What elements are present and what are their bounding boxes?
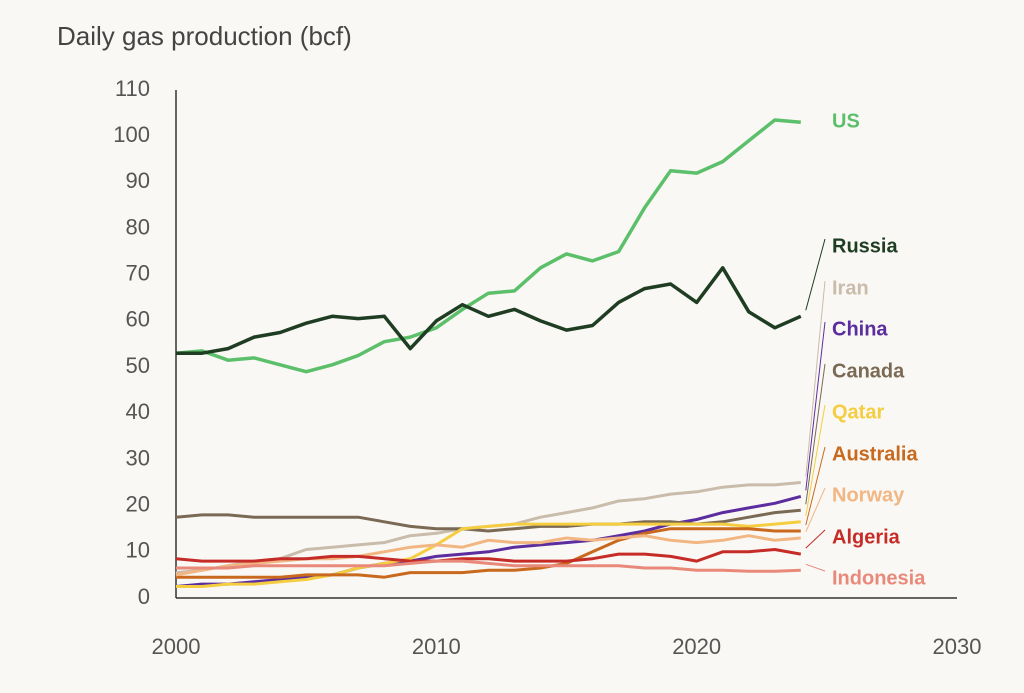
series-line [175, 494, 802, 588]
label-connector [805, 321, 826, 491]
legend-label: China [832, 318, 888, 340]
y-tick-label: 10 [126, 538, 150, 563]
x-tick-label: 2020 [672, 634, 721, 659]
legend-label: Iran [832, 277, 869, 299]
y-tick-label: 70 [126, 261, 150, 286]
series-line [176, 266, 802, 355]
y-tick-label: 50 [126, 353, 150, 378]
y-tick-label: 80 [126, 214, 150, 239]
y-tick-label: 60 [126, 307, 150, 332]
x-tick-label: 2030 [933, 634, 982, 659]
y-tick-label: 0 [138, 584, 150, 609]
legend-label: Qatar [832, 401, 884, 423]
series-line [176, 520, 801, 588]
label-connector [805, 446, 826, 526]
series-line [175, 118, 801, 374]
series-line [176, 527, 801, 579]
y-tick-label: 30 [126, 445, 150, 470]
legend-label: Australia [832, 443, 918, 465]
legend-label: Norway [832, 484, 905, 506]
y-tick-label: 20 [126, 491, 150, 516]
series-line [175, 534, 801, 577]
chart-title: Daily gas production (bcf) [57, 21, 352, 51]
label-connector [805, 363, 826, 505]
y-tick-label: 110 [115, 76, 150, 101]
legend-label: Indonesia [832, 567, 926, 589]
y-tick-label: 100 [113, 122, 150, 147]
legend-label: Canada [832, 360, 905, 382]
y-tick-label: 90 [126, 168, 150, 193]
label-connector [805, 487, 826, 533]
series-line [175, 548, 802, 563]
label-connector [805, 529, 826, 549]
y-tick-label: 40 [126, 399, 150, 424]
legend-label: US [832, 110, 860, 132]
legend-label: Algeria [832, 526, 901, 548]
label-connector [805, 280, 826, 477]
series-line [176, 559, 801, 573]
label-connector [805, 563, 826, 572]
x-tick-label: 2010 [412, 634, 461, 659]
x-tick-label: 2000 [152, 634, 201, 659]
legend-label: Russia [832, 235, 898, 257]
label-connector [805, 404, 826, 516]
label-connector [805, 238, 826, 311]
